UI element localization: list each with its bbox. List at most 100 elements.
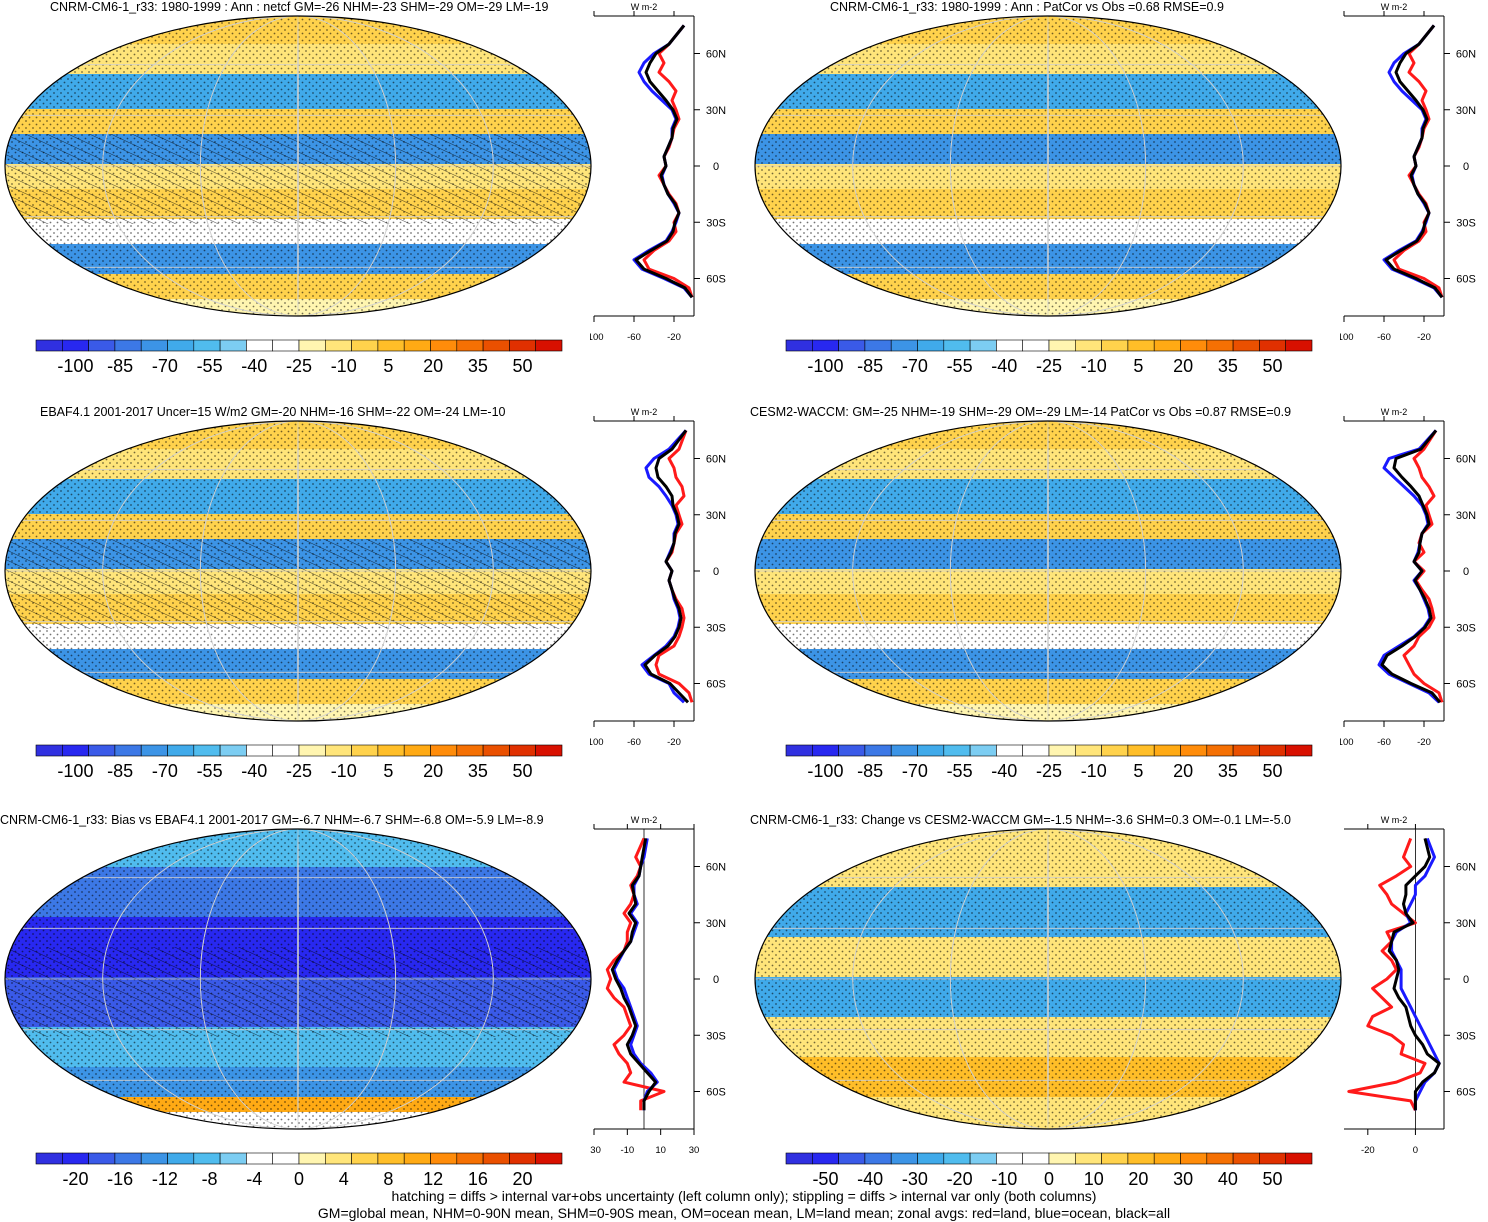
colorbar-swatch [785,1152,813,1165]
colorbar-swatch [246,1152,273,1165]
colorbar-swatch [219,339,247,352]
colorbar-swatch [167,744,195,757]
colorbar-tick-label: -70 [152,356,178,376]
colorbar-tick-label: -55 [197,356,223,376]
panel-title: CNRM-CM6-1_r33: 1980-1999 : Ann : netcf … [50,0,549,14]
colorbar-swatch [1074,339,1102,352]
zonal-lat-tick-label: 60S [1456,274,1476,286]
colorbar-swatch [1259,744,1286,757]
zonal-lat-tick-label: 60N [706,49,726,61]
panel-title: CESM2-WACCM: GM=-25 NHM=-19 SHM=-29 OM=-… [750,405,1292,419]
zonal-series-land [1392,24,1444,298]
colorbar-swatch [35,339,63,352]
colorbar-tick-label: 50 [1263,761,1283,781]
colorbar-swatch [377,339,405,352]
colorbar-swatch [61,744,89,757]
colorbar-swatch [811,744,839,757]
zonal-lat-tick-label: 60S [1456,1087,1476,1099]
colorbar-swatch [403,339,431,352]
colorbar-tick-label: 20 [423,356,443,376]
colorbar-swatch [1285,339,1313,352]
map [754,15,1342,317]
map-container [3,14,593,323]
colorbar-tick-label: 12 [423,1169,443,1189]
colorbar-tick-label: -70 [902,761,928,781]
colorbar-swatch [1074,1152,1102,1165]
colorbar-swatch [351,744,379,757]
colorbar-tick-label: -100 [807,356,843,376]
colorbar-swatch [890,1152,918,1165]
colorbar-tick-label: -100 [807,761,843,781]
colorbar-swatch [403,744,431,757]
map-container [753,827,1343,1136]
colorbar-tick-label: 35 [468,761,488,781]
colorbar-tick-label: -55 [197,761,223,781]
colorbar-tick-label: -25 [286,761,312,781]
colorbar-swatch [298,1152,326,1165]
colorbar-swatch [969,339,997,352]
colorbar-swatch [1127,339,1155,352]
colorbar-swatch [1127,744,1155,757]
colorbar-swatch [193,339,221,352]
colorbar-tick-label: -55 [947,761,973,781]
colorbar-tick-label: 4 [339,1169,349,1189]
zonal-lat-tick-label: 0 [713,566,719,578]
hatching [5,539,591,629]
colorbar-swatch [1127,1152,1155,1165]
zonal-lat-tick-label: 30N [1456,918,1476,930]
colorbar-swatch [838,1152,866,1165]
colorbar-swatch [509,339,536,352]
colorbar-swatch [35,744,63,757]
zonal-unit: W m-2 [631,815,658,825]
zonal-lat-tick-label: 0 [1463,566,1469,578]
panel-5: CNRM-CM6-1_r33: Bias vs EBAF4.1 2001-201… [0,813,740,1213]
colorbar-swatch [785,339,813,352]
map-container [753,14,1343,323]
zonal-series-land [654,429,694,703]
map-container [753,419,1343,728]
colorbar-tick-label: 40 [1218,1169,1238,1189]
map [4,828,592,1130]
panel-title: EBAF4.1 2001-2017 Uncer=15 W/m2 GM=-20 N… [40,405,506,419]
colorbar-tick-label: 35 [1218,761,1238,781]
colorbar-swatch [140,339,168,352]
zonal-lat-tick-label: 0 [1463,974,1469,986]
colorbar-tick-label: 5 [383,356,393,376]
colorbar-tick-label: -30 [902,1169,928,1189]
zonal-x-tick-label: 0 [1413,1145,1418,1156]
colorbar-tick-label: -20 [62,1169,88,1189]
zonal-lat-tick-label: 30S [1456,1030,1476,1042]
hatching [5,947,591,1037]
colorbar-swatch [1022,1152,1050,1165]
colorbar-swatch [1048,744,1076,757]
colorbar-swatch [1153,339,1181,352]
colorbar-swatch [1259,339,1286,352]
zonal-x-tick-label: -60 [1377,737,1391,748]
panel-title: CNRM-CM6-1_r33: 1980-1999 : Ann : PatCor… [830,0,1224,14]
colorbar-swatch [1180,339,1208,352]
zonal-series-all [643,429,690,704]
zonal-x-tick-label: -20 [1361,1145,1375,1156]
colorbar-swatch [509,1152,536,1165]
colorbar-tick-label: -4 [246,1169,262,1189]
zonal-x-tick-label: -60 [627,332,641,343]
colorbar-swatch [298,744,326,757]
colorbar-tick-label: -25 [286,356,312,376]
zonal-lat-tick-label: 60N [706,454,726,466]
colorbar-swatch [969,1152,997,1165]
colorbar-swatch [864,744,892,757]
colorbar-swatch [482,1152,510,1165]
colorbar-container: -50 -40 -30 -20 -10 0 10 20 30 40 50 [770,1151,1330,1196]
colorbar-tick-label: -70 [902,356,928,376]
colorbar-swatch [403,1152,431,1165]
colorbar-tick-label: 10 [1084,1169,1104,1189]
zonal-series-ocean [1377,429,1441,704]
colorbar-tick-label: 50 [513,761,533,781]
colorbar-swatch [1101,744,1129,757]
colorbar-swatch [535,1152,563,1165]
colorbar-tick-label: 20 [1173,356,1193,376]
colorbar-tick-label: 0 [1044,1169,1054,1189]
colorbar-tick-label: 8 [383,1169,393,1189]
colorbar-tick-label: 20 [1128,1169,1148,1189]
zonal-lat-tick-label: 30N [706,918,726,930]
